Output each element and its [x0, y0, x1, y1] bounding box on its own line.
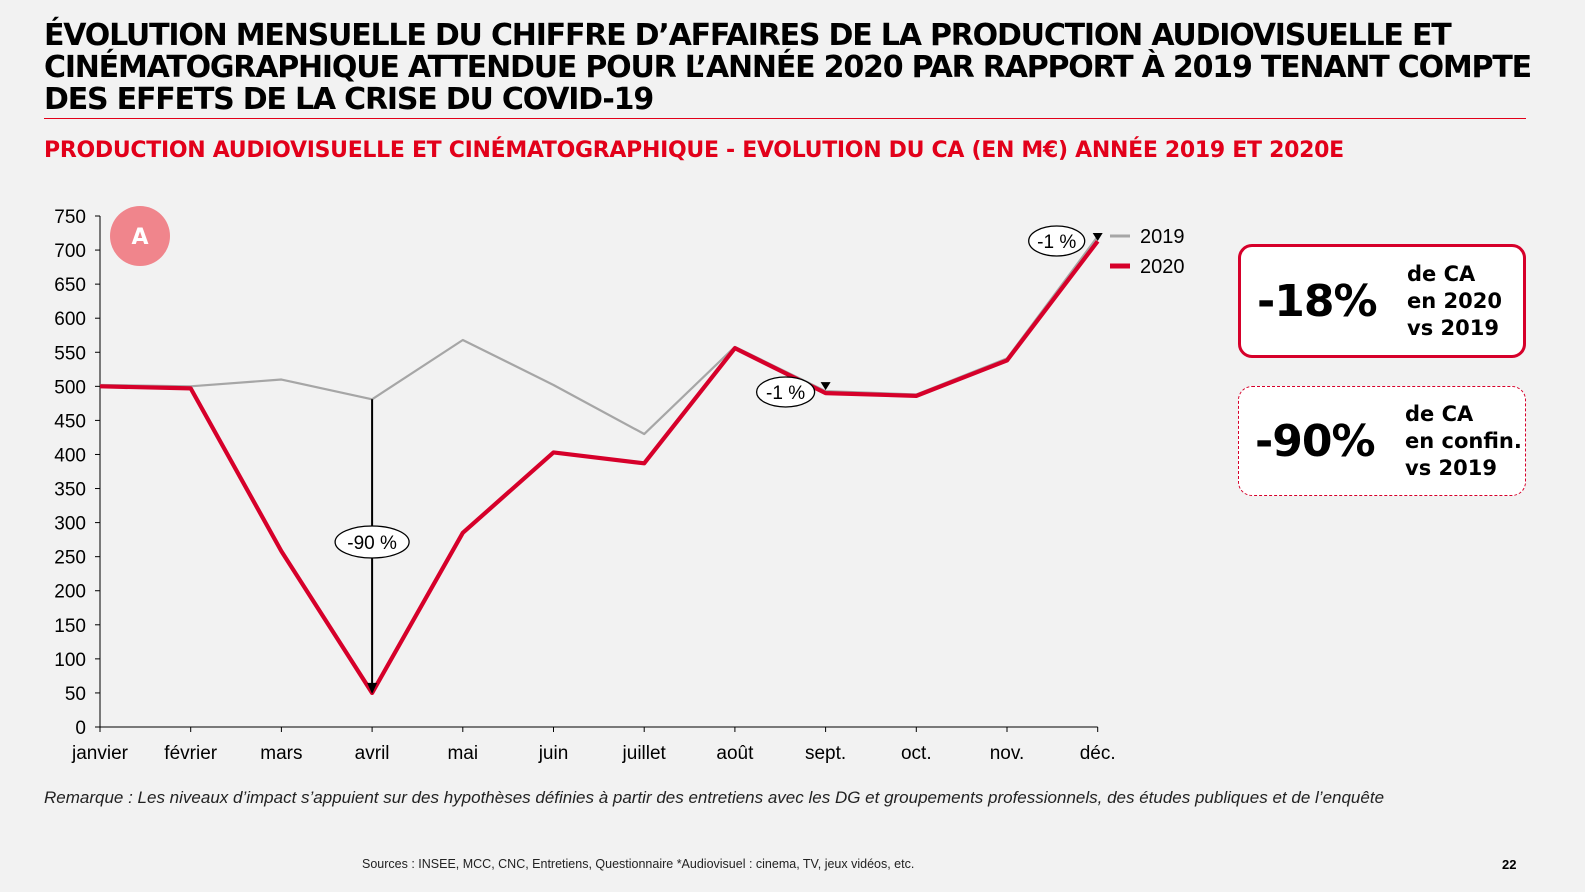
- y-tick-label: 600: [54, 309, 86, 330]
- x-tick-label: avril: [355, 743, 390, 764]
- kpi-card-annual: -18% de CA en 2020 vs 2019: [1238, 244, 1526, 358]
- x-tick-label: août: [716, 743, 754, 764]
- annotation-bubble: [1028, 225, 1086, 257]
- line-chart: 0 50 100 150 200 250 300 350 400 450 500 550 600 650 7…: [54, 206, 1185, 764]
- x-tick-label: janvier: [71, 743, 129, 764]
- chart-subtitle: PRODUCTION AUDIOVISUELLE ET CINÉMATOGRAP…: [44, 138, 1344, 163]
- x-tick-label: mars: [260, 743, 302, 764]
- annotation-label: -1 %: [766, 383, 805, 404]
- x-tick-label: déc.: [1080, 743, 1116, 764]
- drop-arrow-head: [367, 682, 378, 694]
- kpi-annual-line: en 2020: [1407, 288, 1502, 313]
- annotation-bubble: [755, 376, 816, 408]
- sources-footnote: Sources : INSEE, MCC, CNC, Entretiens, Q…: [362, 857, 915, 871]
- kpi-lockdown-line: de CA: [1405, 401, 1474, 426]
- x-tick-label: février: [164, 743, 217, 764]
- kpi-annual-value: -18%: [1257, 275, 1378, 327]
- y-tick-label: 650: [54, 275, 86, 296]
- y-tick-label: 150: [54, 616, 86, 637]
- legend-label-2020: 2020: [1140, 256, 1185, 278]
- page-number: 22: [1502, 857, 1517, 872]
- y-tick-label: 300: [54, 514, 86, 535]
- kpi-annual-line: de CA: [1407, 261, 1476, 286]
- y-tick-label: 0: [75, 718, 86, 739]
- y-tick-label: 700: [54, 241, 86, 262]
- x-tick-label: oct.: [901, 743, 932, 764]
- kpi-card-lockdown: -90% de CA en confin. vs 2019: [1238, 386, 1526, 496]
- kpi-lockdown-value: -90%: [1255, 415, 1376, 467]
- x-tick-label: mai: [447, 743, 478, 764]
- y-tick-label: 200: [54, 582, 86, 603]
- kpi-annual-text: de CA en 2020 vs 2019: [1407, 261, 1502, 342]
- kpi-annual-line: vs 2019: [1407, 315, 1499, 340]
- remark-note: Remarque : Les niveaux d’impact s’appuie…: [44, 788, 1385, 807]
- y-tick-label: 50: [65, 684, 86, 705]
- x-tick-label: juillet: [622, 743, 667, 764]
- x-tick-label: juin: [538, 743, 569, 764]
- y-tick-label: 400: [54, 445, 86, 466]
- title-divider: [44, 118, 1526, 119]
- kpi-lockdown-line: en confin.: [1405, 428, 1522, 453]
- y-tick-label: 500: [54, 377, 86, 398]
- y-tick-label: 350: [54, 480, 86, 501]
- y-tick-label: 250: [54, 548, 86, 569]
- series-line-2020: [99, 239, 1100, 696]
- annotation-label: -1 %: [1037, 232, 1076, 253]
- section-badge-label: A: [131, 225, 148, 250]
- kpi-lockdown-line: vs 2019: [1405, 455, 1497, 480]
- legend-label-2019: 2019: [1140, 226, 1185, 248]
- y-tick-label: 550: [54, 343, 86, 364]
- x-tick-label: sept.: [805, 743, 846, 764]
- y-tick-label: 750: [54, 207, 86, 228]
- annotation-bubble: [334, 525, 410, 559]
- section-badge: [110, 206, 170, 266]
- change-marker: [820, 382, 831, 391]
- page-title: ÉVOLUTION MENSUELLE DU CHIFFRE D’AFFAIRE…: [44, 18, 1532, 117]
- annotation-label: -90 %: [347, 533, 397, 554]
- change-marker: [1092, 233, 1103, 241]
- x-tick-label: nov.: [990, 743, 1025, 764]
- series-line-2019: [99, 235, 1099, 436]
- y-tick-label: 100: [54, 650, 86, 671]
- kpi-lockdown-text: de CA en confin. vs 2019: [1405, 401, 1522, 482]
- y-tick-label: 450: [54, 411, 86, 432]
